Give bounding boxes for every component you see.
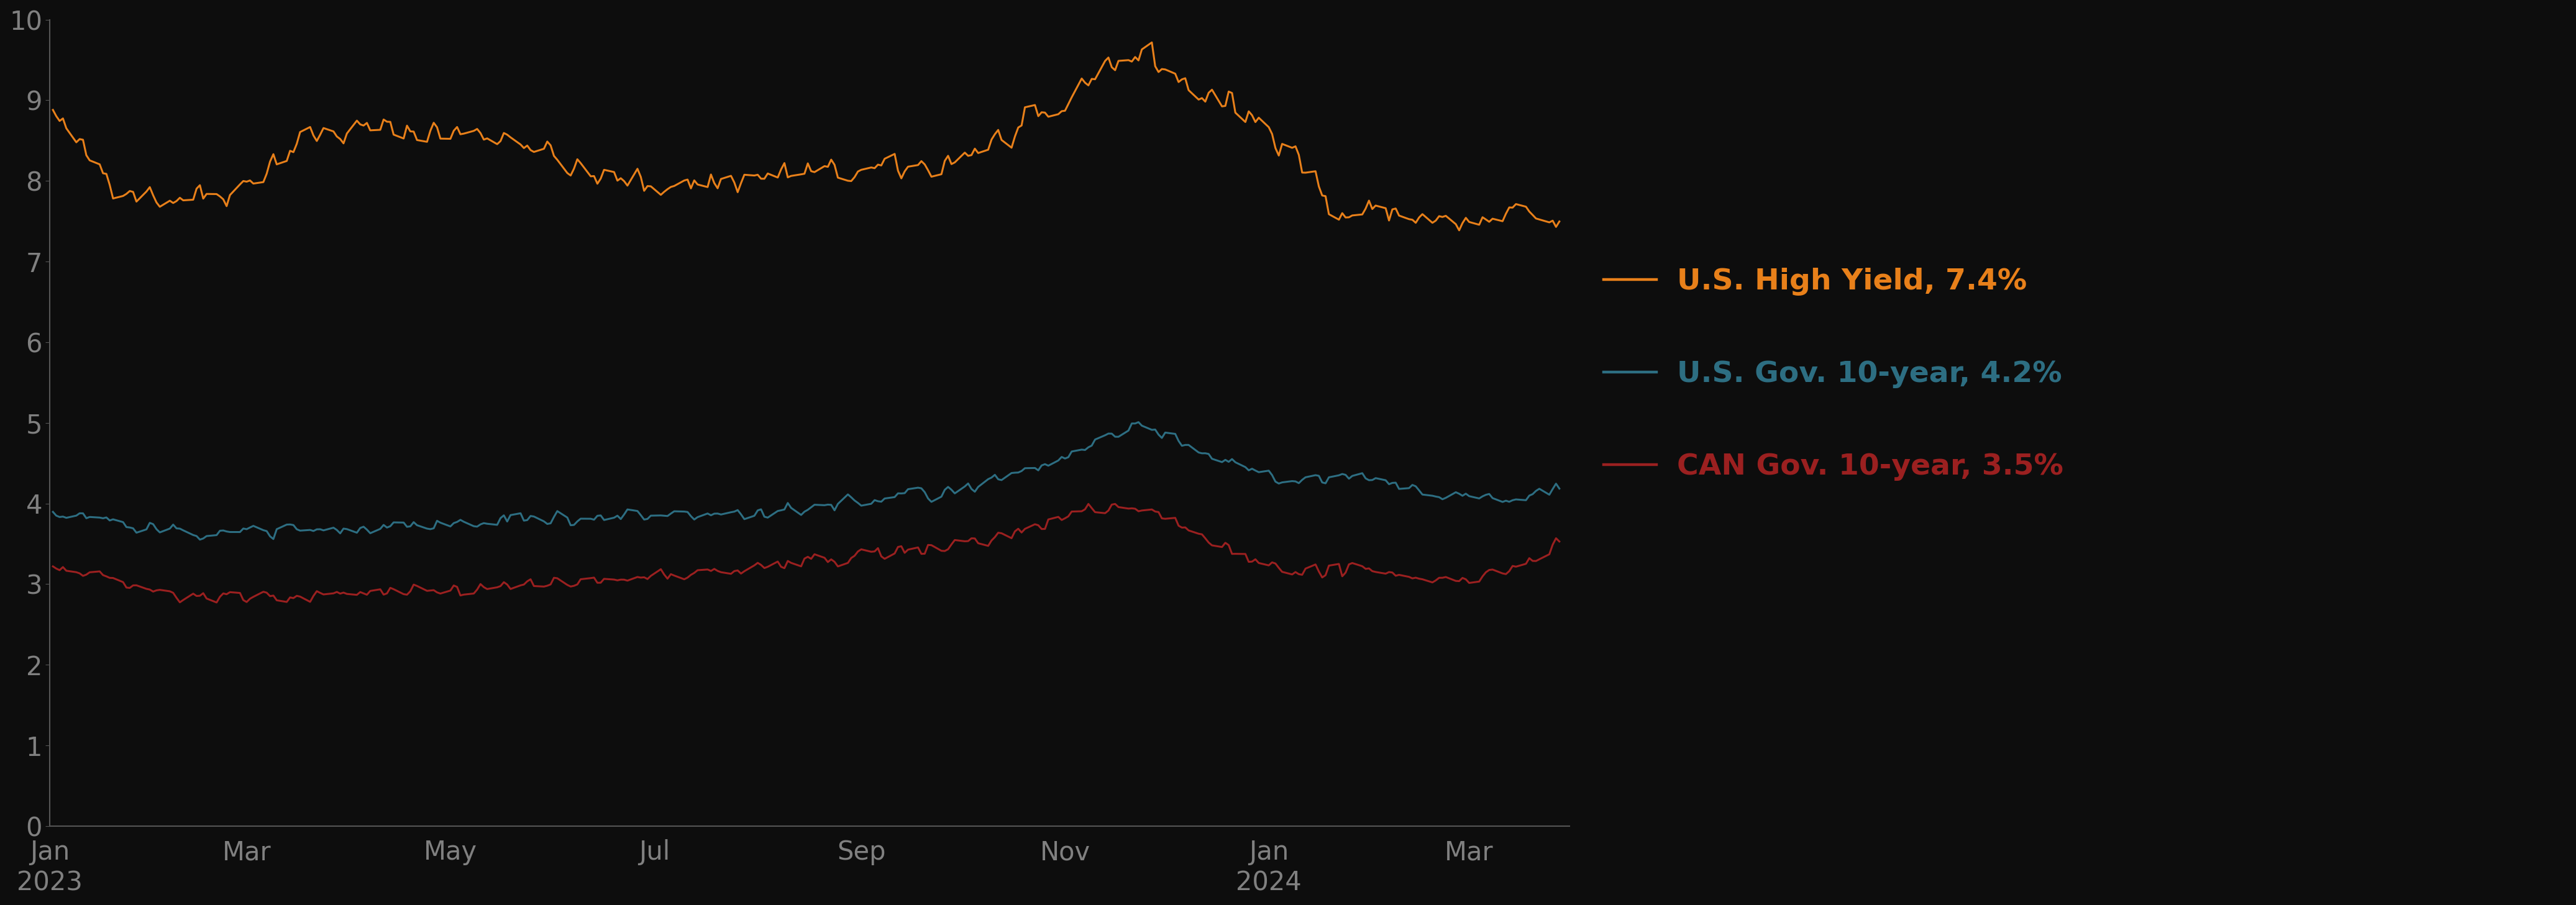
Legend: U.S. High Yield, 7.4%, U.S. Gov. 10-year, 4.2%, CAN Gov. 10-year, 3.5%: U.S. High Yield, 7.4%, U.S. Gov. 10-year… <box>1592 256 2074 492</box>
